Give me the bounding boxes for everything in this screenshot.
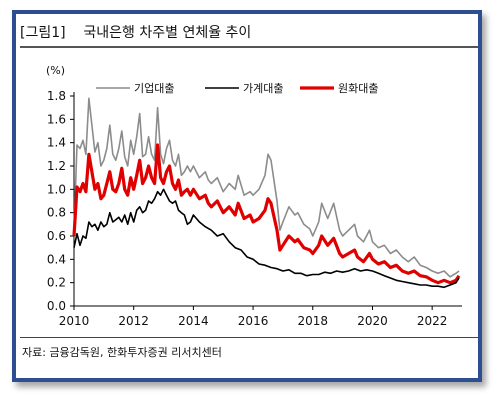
legend-label: 원화대출: [338, 82, 378, 95]
y-tick-label: 1.4: [47, 136, 66, 150]
chart-axes: 0.0 0.2 0.4 0.6 0.8 1.0 1.2 1.4 1.6 1.8 2010 2012 20…: [47, 89, 462, 328]
series-line-corporate: [73, 97, 460, 278]
legend-label: 가계대출: [243, 82, 283, 95]
x-tick-label: 2010: [59, 314, 90, 328]
y-axis-unit-label: (%): [46, 64, 66, 77]
source-note: 자료: 금융감독원, 한화투자증권 리서치센터: [22, 346, 222, 359]
figure-title: [그림1] 국내은행 차주별 연체율 추이: [20, 22, 251, 42]
series-line-won-loans: [72, 143, 461, 285]
title-divider: [20, 46, 478, 48]
y-tick-label: 1.6: [47, 112, 66, 126]
y-tick-label: 1.0: [47, 182, 66, 196]
source-divider: [20, 337, 478, 338]
figure-tag: [그림1]: [20, 25, 66, 41]
x-tick-label: 2018: [297, 314, 328, 328]
legend-label: 기업대출: [134, 82, 174, 95]
y-tick-label: 0.8: [47, 206, 66, 220]
x-tick-label: 2022: [417, 314, 448, 328]
x-tick-label: 2012: [118, 314, 149, 328]
x-tick-label: 2014: [178, 314, 209, 328]
figure-frame: [12, 10, 482, 382]
series-line-household: [73, 188, 460, 289]
y-tick-label: 0.2: [47, 276, 66, 290]
y-tick-label: 0.0: [47, 299, 66, 313]
y-tick-label: 0.6: [47, 229, 66, 243]
y-tick-label: 0.4: [47, 252, 66, 266]
x-tick-label: 2016: [238, 314, 269, 328]
chart-legend: 기업대출 가계대출 원화대출: [96, 82, 378, 95]
x-tick-label: 2020: [357, 314, 388, 328]
y-tick-label: 1.8: [47, 89, 66, 103]
series-layer: [72, 97, 461, 289]
y-tick-label: 1.2: [47, 159, 66, 173]
figure-title-text: 국내은행 차주별 연체율 추이: [83, 25, 252, 41]
